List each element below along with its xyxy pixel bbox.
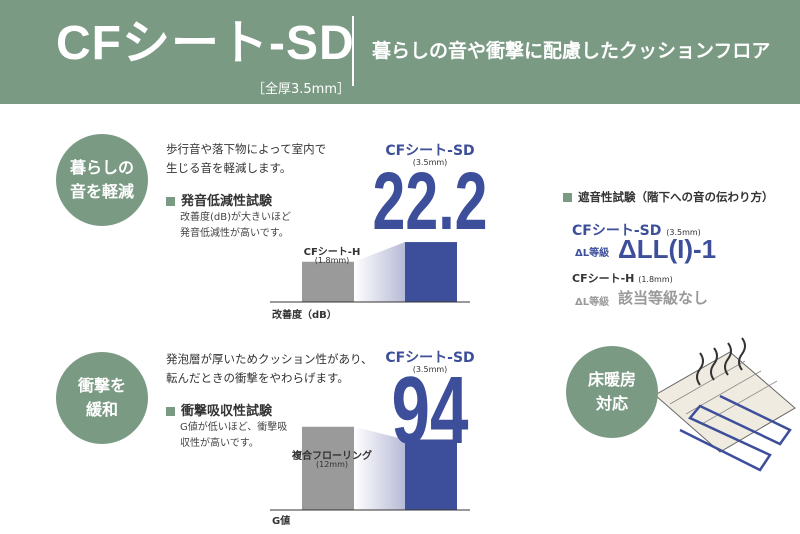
chart1-main-thickness: (3.5mm) bbox=[412, 158, 448, 167]
square-bullet-icon bbox=[563, 193, 572, 202]
section1-heading: 発音低減性試験 bbox=[166, 190, 272, 209]
chart1-compare-thickness: (1.8mm) bbox=[314, 256, 350, 265]
rating1-product: CFシート-SD (3.5mm) bbox=[572, 220, 701, 240]
badge-line: 衝撃を bbox=[77, 376, 126, 395]
transition-wedge bbox=[354, 242, 405, 302]
steam-wave bbox=[696, 352, 704, 386]
chart2-compare-value: 111 bbox=[314, 470, 346, 492]
desc-line: 転んだときの衝撃をやわらげます。 bbox=[166, 371, 349, 385]
rating2-grade: 該当等級なし bbox=[618, 289, 709, 307]
rating1-grade: ΔLL(I)-1 bbox=[618, 234, 717, 264]
header-banner bbox=[0, 0, 800, 104]
chart2-main-label: CFシート-SD bbox=[385, 350, 475, 366]
rating2-grade-label: ΔL等級 bbox=[575, 297, 610, 308]
rating1-grade-label: ΔL等級 bbox=[575, 248, 610, 259]
chart1-axis-label: 改善度（dB） bbox=[272, 310, 337, 321]
desc-line: 発泡層が厚いためクッション性があり、 bbox=[166, 352, 373, 366]
heating-pipe bbox=[679, 394, 792, 472]
section1-description: 歩行音や落下物によって室内で 生じる音を軽減します。 bbox=[166, 140, 326, 178]
heading-text: 発音低減性試験 bbox=[181, 194, 273, 209]
badge-line: 音を軽減 bbox=[69, 182, 134, 201]
chart2-compare-thickness: (12mm) bbox=[315, 460, 348, 469]
rating2-product: CFシート-H (1.8mm) bbox=[572, 270, 673, 286]
badge-shock-absorb: 衝撃を 緩和 bbox=[56, 352, 148, 444]
floor-heating-illustration bbox=[654, 337, 796, 472]
badge-line: 対応 bbox=[595, 394, 628, 413]
chart2-main-value: 94 bbox=[391, 357, 469, 464]
steam-wave bbox=[710, 347, 718, 381]
title-text: 遮音性試験（階下への音の伝わり方） bbox=[578, 190, 774, 204]
section2-heading: 衝撃吸収性試験 bbox=[166, 400, 272, 419]
section2-subtext: G値が低いほど、衝撃吸 収性が高いです。 bbox=[180, 420, 287, 452]
chart1-compare-value: 14.9 bbox=[310, 264, 350, 286]
badge-line: 暮らしの bbox=[69, 158, 134, 177]
rating2-product-name: CFシート-H bbox=[572, 272, 635, 285]
steam-wave bbox=[738, 337, 746, 371]
product-name: CFシート-SD bbox=[56, 17, 355, 70]
chart-noise bbox=[270, 242, 470, 303]
chart1-compare-label: CFシート-H bbox=[303, 247, 361, 258]
sub-line: 収性が高いです。 bbox=[180, 438, 259, 449]
sub-line: G値が低いほど、衝撃吸 bbox=[180, 422, 288, 433]
badge-floor-heating: 床暖房 対応 bbox=[566, 346, 658, 438]
chart2-axis-label: G値 bbox=[272, 516, 291, 527]
steam-wave bbox=[724, 342, 732, 376]
badge-line: 床暖房 bbox=[587, 370, 636, 389]
badge-line: 緩和 bbox=[85, 400, 118, 419]
badge-noise-reduction: 暮らしの 音を軽減 bbox=[56, 134, 148, 226]
chart2-compare-label: 複合フローリング bbox=[292, 451, 372, 462]
sub-line: 発音低減性が高いです。 bbox=[180, 228, 289, 239]
section2-description: 発泡層が厚いためクッション性があり、 転んだときの衝撃をやわらげます。 bbox=[166, 350, 373, 388]
transition-wedge bbox=[354, 426, 405, 510]
section1-subtext: 改善度(dB)が大きいほど 発音低減性が高いです。 bbox=[180, 210, 291, 242]
bar-main bbox=[405, 242, 457, 302]
square-bullet-icon bbox=[166, 407, 175, 416]
tagline: 暮らしの音や衝撃に配慮したクッションフロア bbox=[372, 40, 771, 62]
chart1-main-label: CFシート-SD bbox=[385, 143, 475, 159]
rating1-product-name: CFシート-SD bbox=[572, 223, 662, 239]
sound-insulation-title: 遮音性試験（階下への音の伝わり方） bbox=[563, 189, 774, 205]
product-thickness: ［全厚3.5mm］ bbox=[252, 82, 351, 97]
heading-text: 衝撃吸収性試験 bbox=[181, 404, 273, 419]
bar-compare bbox=[302, 261, 354, 302]
desc-line: 歩行音や落下物によって室内で bbox=[166, 142, 327, 156]
header-divider bbox=[352, 16, 354, 86]
floor-board-top bbox=[654, 351, 796, 453]
chart1-main-value: 22.2 bbox=[372, 156, 488, 247]
desc-line: 生じる音を軽減します。 bbox=[166, 161, 292, 175]
square-bullet-icon bbox=[166, 197, 175, 206]
rating2-product-thickness: (1.8mm) bbox=[638, 275, 673, 284]
chart2-main-thickness: (3.5mm) bbox=[412, 365, 448, 374]
bar-main bbox=[405, 439, 457, 510]
bar-compare bbox=[302, 426, 354, 510]
chart-gvalue bbox=[270, 426, 470, 511]
rating1-product-thickness: (3.5mm) bbox=[666, 228, 701, 237]
board-line bbox=[669, 360, 746, 405]
sub-line: 改善度(dB)が大きいほど bbox=[180, 212, 292, 223]
board-line bbox=[701, 380, 778, 425]
